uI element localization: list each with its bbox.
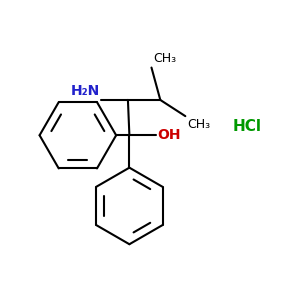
Text: CH₃: CH₃ bbox=[187, 118, 210, 130]
Text: CH₃: CH₃ bbox=[153, 52, 176, 64]
Text: OH: OH bbox=[158, 128, 181, 142]
Text: H₂N: H₂N bbox=[71, 85, 100, 98]
Text: HCl: HCl bbox=[232, 119, 261, 134]
